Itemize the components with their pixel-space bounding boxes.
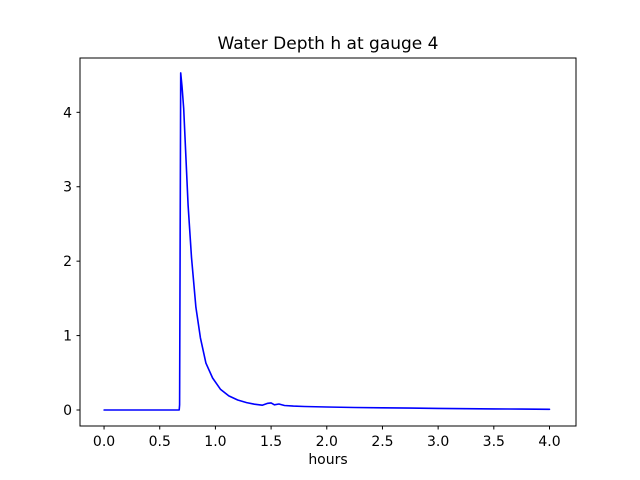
axes-frame [79,57,577,427]
axes-layer: 0.0 0.5 1.0 1.5 2.0 2.5 3.0 3.5 4.0 0 1 2 3 4 [63,57,577,450]
x-tick-label: 0.0 [93,434,115,450]
y-tick-label: 2 [63,254,72,270]
data-line [103,72,551,411]
x-tick-label: 3.0 [427,434,449,450]
y-tick-label: 0 [63,403,72,419]
x-tick-label: 4.0 [538,434,560,450]
y-tick-label: 4 [63,105,72,121]
x-tick-label: 3.5 [483,434,505,450]
x-tick-label: 2.5 [371,434,393,450]
y-tick-label: 3 [63,180,72,196]
x-tick-label: 1.5 [260,434,282,450]
x-tick-label: 1.0 [204,434,226,450]
y-tick-label: 1 [63,329,72,345]
series-layer [103,72,551,411]
x-tick-label: 2.0 [316,434,338,450]
chart-title: Water Depth h at gauge 4 [218,34,439,54]
x-axis-label: hours [308,452,347,468]
x-tick-label: 0.5 [149,434,171,450]
